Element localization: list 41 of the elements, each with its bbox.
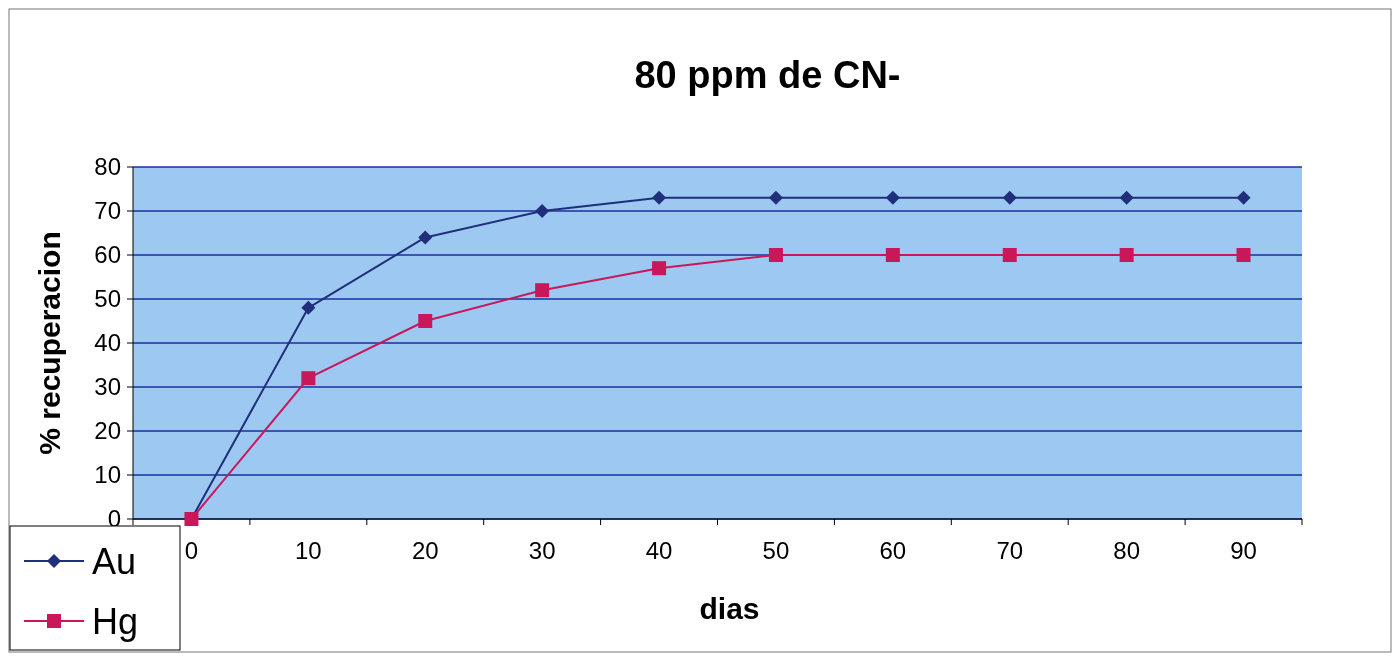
y-tick-label: 80	[94, 153, 121, 181]
point	[1119, 248, 1134, 262]
point	[301, 371, 316, 386]
point	[1119, 190, 1134, 205]
point	[301, 300, 316, 315]
point	[1236, 190, 1251, 205]
point	[1236, 248, 1251, 262]
x-tick-label: 80	[1113, 537, 1140, 564]
y-tick-label: 60	[94, 241, 121, 269]
x-tick-label: 90	[1230, 537, 1257, 564]
point	[418, 314, 433, 328]
y-axis-title: % recuperacion	[33, 231, 66, 455]
x-tick-label: 0	[184, 537, 199, 564]
y-tick-label: 20	[94, 417, 121, 445]
point	[535, 283, 550, 298]
x-axis-title: dias	[699, 592, 760, 625]
chart-title: 80 ppm de CN-	[634, 54, 901, 96]
point	[1002, 190, 1017, 205]
legend-label: Hg	[92, 600, 139, 642]
point	[885, 248, 900, 262]
y-tick-label: 70	[94, 197, 121, 225]
point	[1002, 248, 1017, 262]
x-tick-label: 50	[762, 537, 790, 564]
y-tick-label: 40	[94, 329, 121, 357]
y-tick-label: 10	[94, 461, 121, 489]
point	[535, 204, 550, 218]
point	[652, 261, 667, 276]
point	[885, 190, 900, 205]
x-tick-label: 20	[411, 537, 439, 564]
x-tick-label: 30	[528, 537, 556, 564]
point	[768, 190, 783, 205]
point	[418, 230, 433, 245]
x-tick-label: 70	[996, 537, 1024, 564]
point	[652, 190, 667, 205]
x-tick-label: 40	[645, 537, 673, 564]
point	[768, 248, 783, 262]
y-tick-label: 30	[94, 373, 121, 401]
x-tick-label: 10	[295, 537, 322, 564]
y-tick-label: 50	[94, 285, 121, 313]
legend-label: Au	[92, 540, 137, 582]
x-tick-label: 60	[879, 537, 907, 564]
